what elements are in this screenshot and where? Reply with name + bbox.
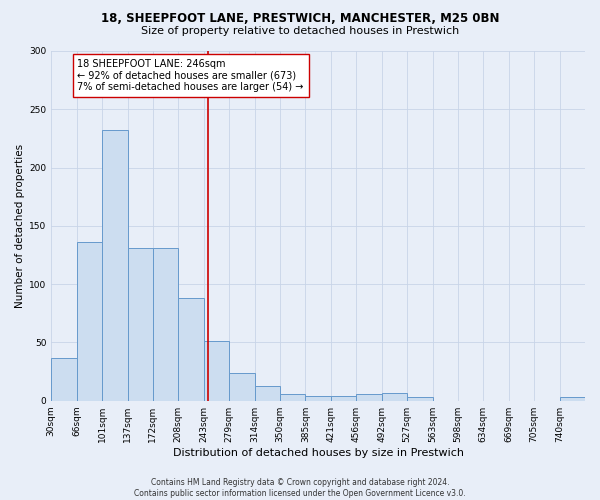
Bar bbox=[331, 396, 356, 400]
Bar bbox=[229, 372, 254, 400]
Bar bbox=[560, 397, 585, 400]
Text: 18, SHEEPFOOT LANE, PRESTWICH, MANCHESTER, M25 0BN: 18, SHEEPFOOT LANE, PRESTWICH, MANCHESTE… bbox=[101, 12, 499, 26]
Text: Size of property relative to detached houses in Prestwich: Size of property relative to detached ho… bbox=[141, 26, 459, 36]
X-axis label: Distribution of detached houses by size in Prestwich: Distribution of detached houses by size … bbox=[173, 448, 464, 458]
Text: Contains HM Land Registry data © Crown copyright and database right 2024.
Contai: Contains HM Land Registry data © Crown c… bbox=[134, 478, 466, 498]
Bar bbox=[254, 386, 280, 400]
Bar bbox=[102, 130, 128, 400]
Bar bbox=[204, 342, 229, 400]
Bar bbox=[382, 392, 407, 400]
Y-axis label: Number of detached properties: Number of detached properties bbox=[15, 144, 25, 308]
Bar bbox=[305, 396, 331, 400]
Bar bbox=[356, 394, 382, 400]
Bar bbox=[407, 397, 433, 400]
Bar bbox=[178, 298, 204, 400]
Bar bbox=[128, 248, 153, 400]
Bar bbox=[77, 242, 102, 400]
Bar bbox=[280, 394, 305, 400]
Text: 18 SHEEPFOOT LANE: 246sqm
← 92% of detached houses are smaller (673)
7% of semi-: 18 SHEEPFOOT LANE: 246sqm ← 92% of detac… bbox=[77, 59, 304, 92]
Bar bbox=[51, 358, 77, 401]
Bar bbox=[153, 248, 178, 400]
